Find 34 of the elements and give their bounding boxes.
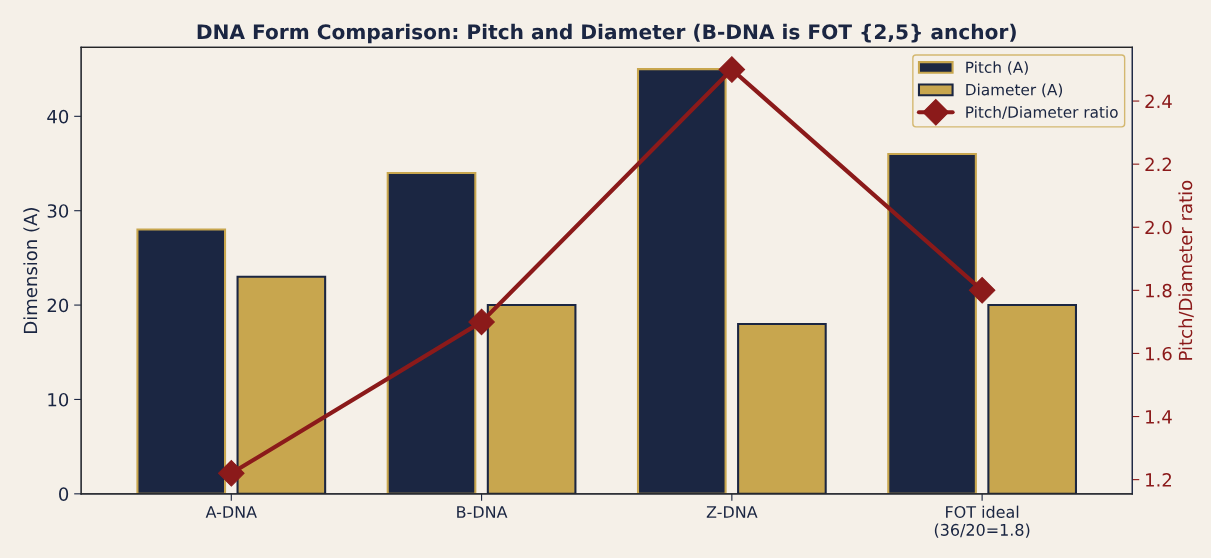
y-tick-label: 10 bbox=[48, 392, 69, 407]
point bbox=[968, 277, 996, 304]
y2-tick-label: 1.2 bbox=[1146, 473, 1171, 487]
x-tick-label: B-DNA bbox=[457, 506, 508, 518]
y2-tick-label: 1.4 bbox=[1146, 410, 1172, 424]
bar bbox=[486, 304, 577, 494]
chart-title: DNA Form Comparison: Pitch and Diameter (B-DNA is FOT {2,5} anchor) bbox=[197, 23, 1016, 44]
bar bbox=[987, 304, 1078, 494]
y2-tick-label: 2.2 bbox=[1145, 157, 1171, 172]
bar bbox=[737, 322, 827, 494]
y-axis-title: Dimension (A) bbox=[23, 208, 40, 333]
bar bbox=[887, 153, 977, 494]
x-tick-label: A-DNA bbox=[205, 506, 257, 518]
legend-label: Pitch (A) bbox=[966, 61, 1028, 75]
y-tick-label: 40 bbox=[47, 109, 69, 124]
point bbox=[218, 460, 245, 487]
y2-tick-label: 1.6 bbox=[1146, 346, 1172, 361]
y2-tick-label: 2.4 bbox=[1145, 94, 1172, 108]
point bbox=[468, 308, 495, 336]
y2-tick-label: 1.8 bbox=[1146, 283, 1172, 298]
x-tick-label: FOT ideal (36/20=1.8) bbox=[934, 505, 1030, 538]
point bbox=[718, 56, 746, 83]
y2-tick-label: 2.0 bbox=[1145, 220, 1172, 235]
bar bbox=[386, 171, 477, 494]
bar bbox=[236, 275, 327, 494]
x-tick-label: Z-DNA bbox=[706, 506, 758, 518]
y2-axis-title: Pitch/Diameter ratio bbox=[1178, 180, 1194, 360]
y-tick-label: 20 bbox=[47, 298, 69, 313]
legend-label: Pitch/Diameter ratio bbox=[966, 106, 1118, 120]
legend-label: Diameter (A) bbox=[966, 83, 1063, 98]
bar bbox=[136, 228, 227, 494]
y-tick-label: 30 bbox=[47, 204, 69, 218]
bar bbox=[636, 68, 727, 494]
y-tick-label: 0 bbox=[59, 487, 69, 501]
